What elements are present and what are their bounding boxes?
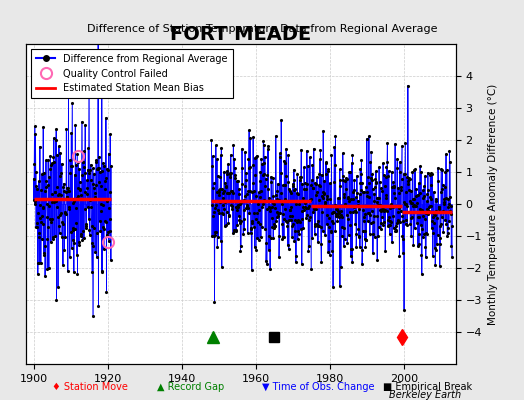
Text: ♦ Station Move: ♦ Station Move: [52, 382, 128, 392]
Y-axis label: Monthly Temperature Anomaly Difference (°C): Monthly Temperature Anomaly Difference (…: [488, 83, 498, 325]
Text: Difference of Station Temperature Data from Regional Average: Difference of Station Temperature Data f…: [87, 24, 437, 34]
Title: FORT MEADE: FORT MEADE: [170, 25, 312, 44]
Text: ▼ Time of Obs. Change: ▼ Time of Obs. Change: [262, 382, 375, 392]
Text: Berkeley Earth: Berkeley Earth: [389, 390, 461, 400]
Text: ■ Empirical Break: ■ Empirical Break: [383, 382, 472, 392]
Legend: Difference from Regional Average, Quality Control Failed, Estimated Station Mean: Difference from Regional Average, Qualit…: [31, 49, 233, 98]
Text: ▲ Record Gap: ▲ Record Gap: [157, 382, 224, 392]
